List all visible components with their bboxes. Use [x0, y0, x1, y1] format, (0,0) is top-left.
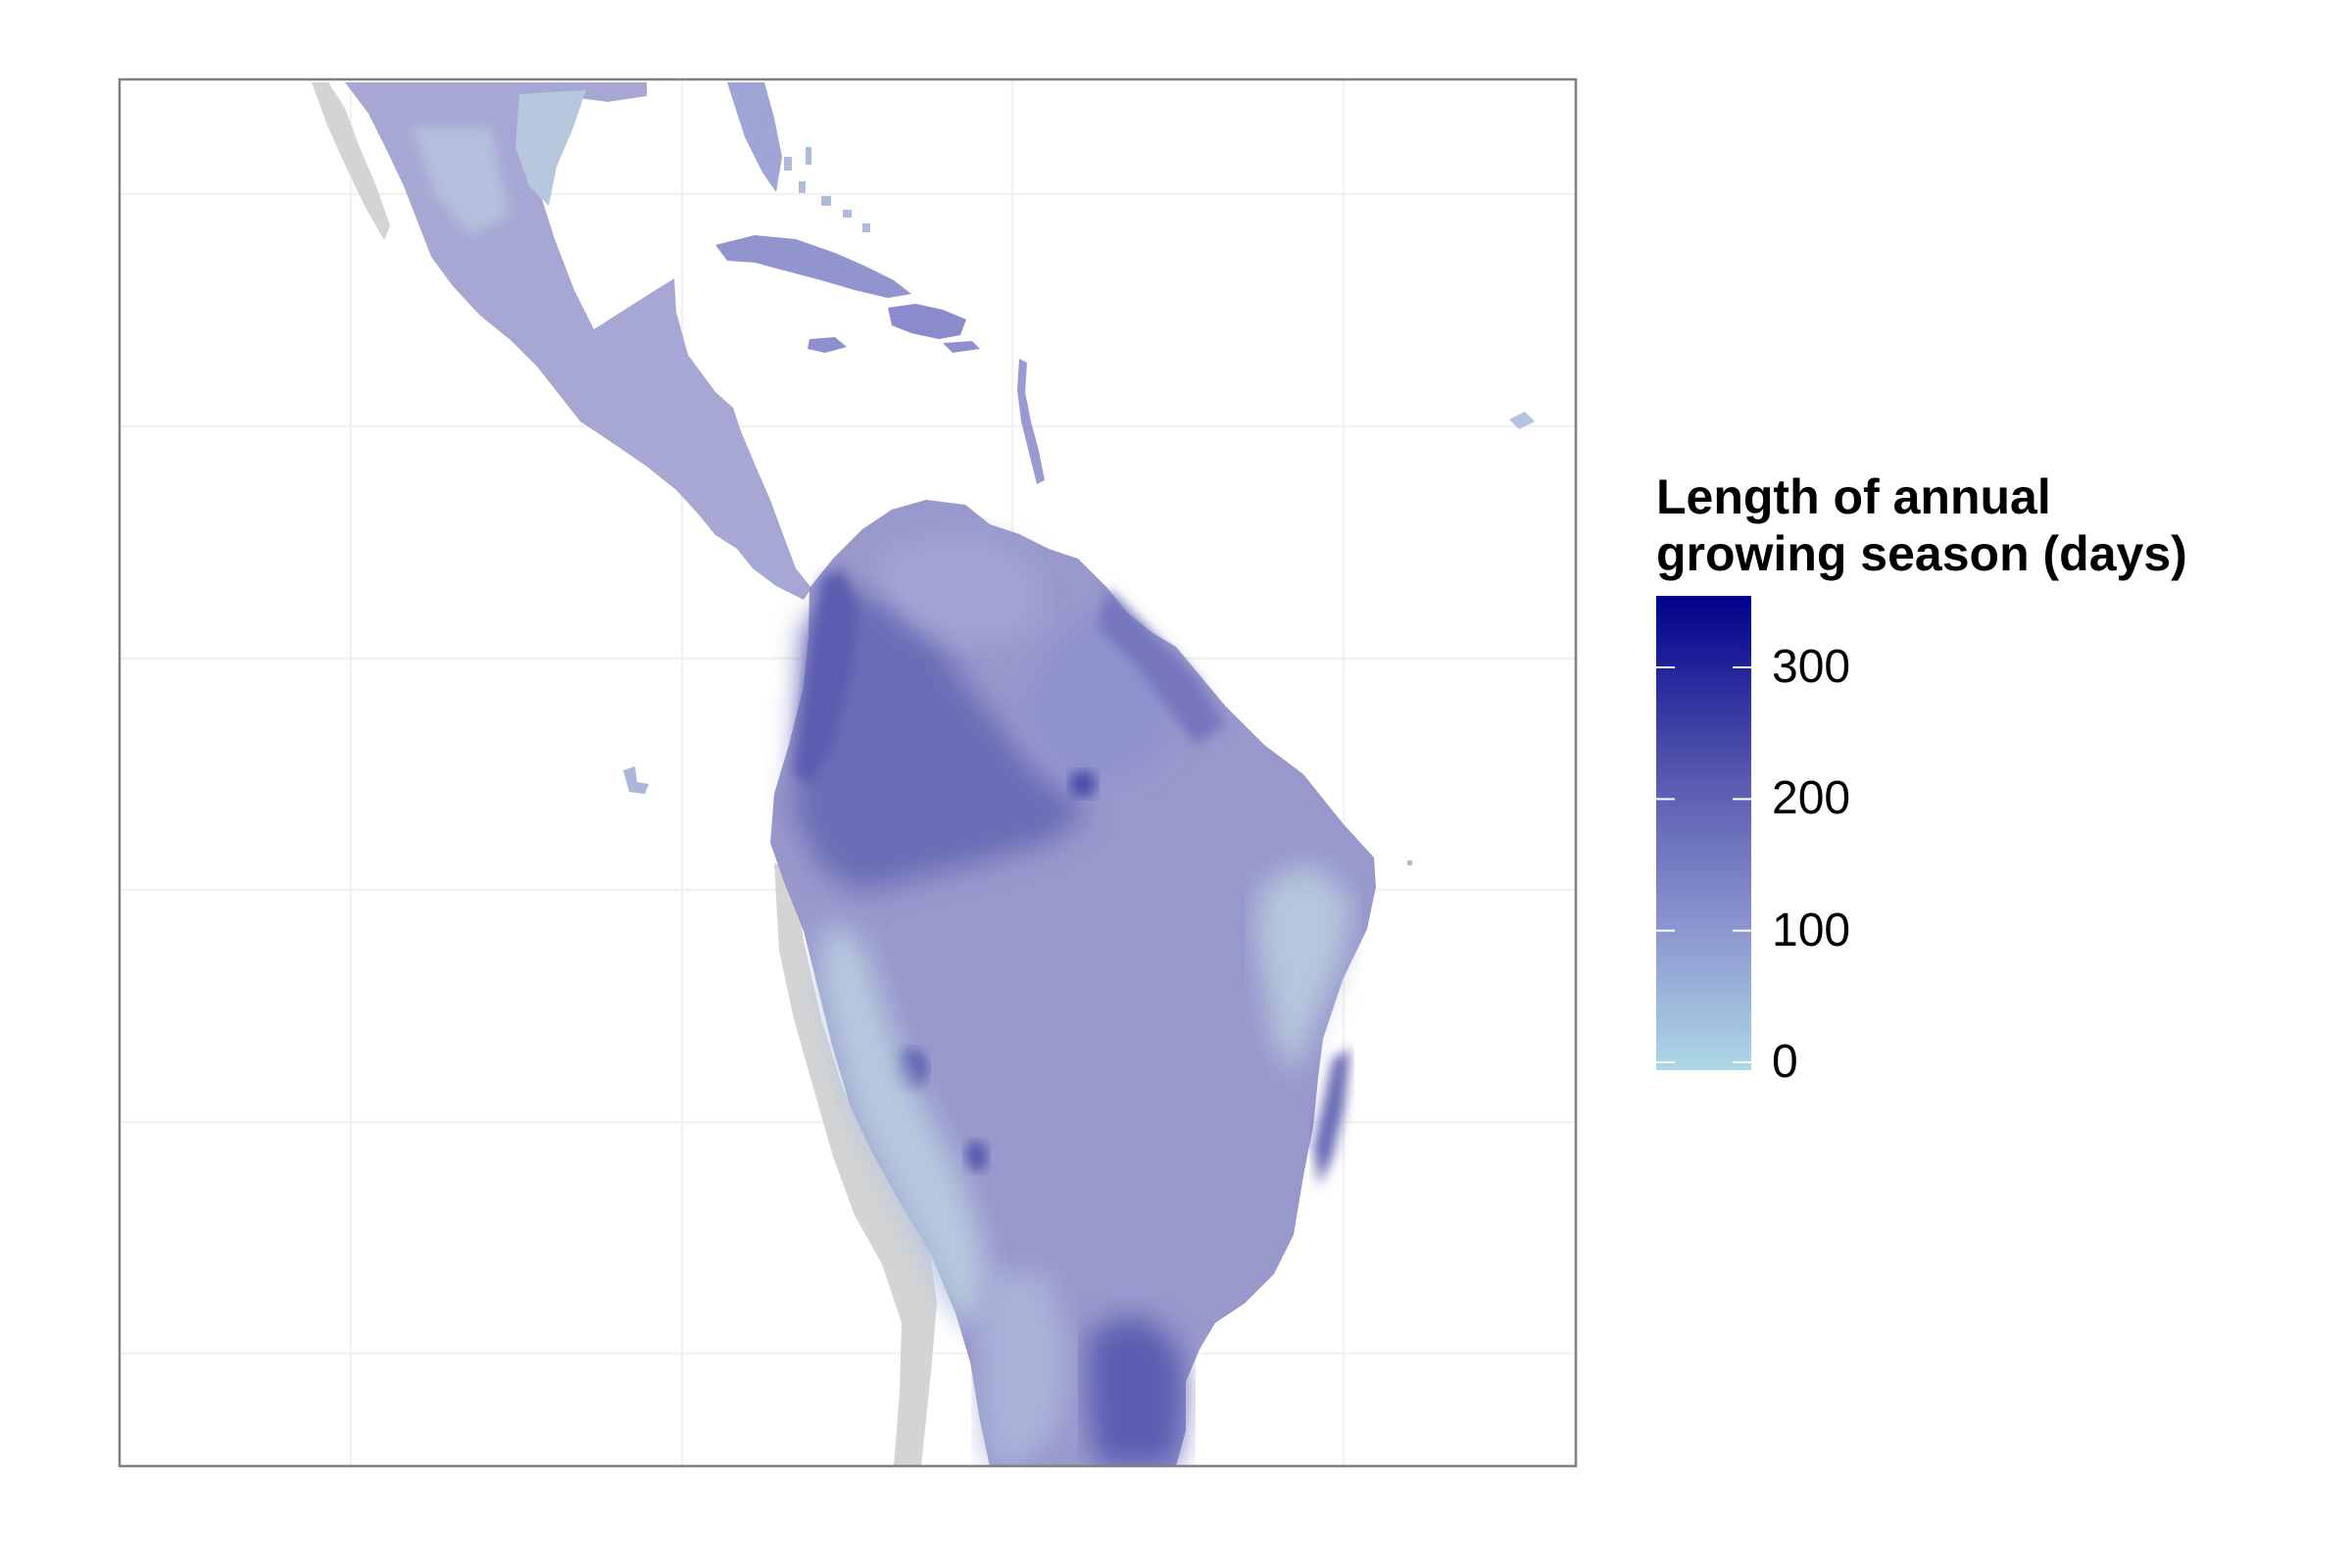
pacific-andes-strip: [794, 568, 858, 784]
cuba-land: [715, 235, 911, 298]
legend-title: Length of annual growing season (days): [1656, 468, 2187, 582]
atlantic-island-speck: [1407, 860, 1412, 865]
legend-gradient: [1656, 596, 1751, 1070]
guiana-coast-region: [1098, 588, 1225, 745]
legend-tick-label: 200: [1772, 772, 1851, 825]
southern-brazil-region: [1088, 1313, 1186, 1466]
northeast-brazil-region: [1254, 862, 1352, 1078]
legend-tick-label: 0: [1772, 1036, 1798, 1088]
bermuda-speck: [1509, 412, 1535, 429]
plot-panel-border: [118, 77, 1578, 1468]
legend-tick-label: 100: [1772, 904, 1851, 956]
bahamas-islands-land: [784, 147, 870, 232]
legend-tick-label: 300: [1772, 641, 1851, 694]
atlantic-forest-strip: [1313, 1049, 1350, 1186]
legend-title-line2: growing season (days): [1656, 526, 2187, 581]
legend-title-line1: Length of annual: [1656, 469, 2051, 524]
chaco-spot: [964, 1141, 988, 1172]
pampas-region: [980, 1274, 1068, 1466]
florida-land: [727, 82, 782, 192]
legend-ticks: [1656, 666, 1751, 1063]
baja-california-land: [312, 82, 390, 240]
hispaniola-land: [888, 304, 966, 339]
puerto-rico-land: [943, 341, 980, 353]
llanos-region: [872, 529, 1039, 647]
jamaica-land: [808, 337, 847, 353]
legend-colorbar: [1656, 596, 1751, 1070]
gulf-coast-land: [515, 90, 586, 206]
amazon-spot: [1069, 770, 1097, 798]
galapagos-islands-land: [623, 766, 649, 794]
altiplano-region: [818, 921, 990, 1333]
western-amazon-region: [794, 588, 1088, 892]
pacific-coastal-desert-land: [774, 862, 937, 1466]
lesser-antilles-land: [1017, 359, 1045, 484]
mexico-highland-land: [412, 127, 510, 235]
